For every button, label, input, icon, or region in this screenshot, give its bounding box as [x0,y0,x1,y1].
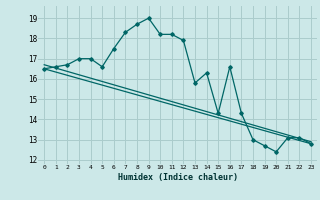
X-axis label: Humidex (Indice chaleur): Humidex (Indice chaleur) [118,173,238,182]
